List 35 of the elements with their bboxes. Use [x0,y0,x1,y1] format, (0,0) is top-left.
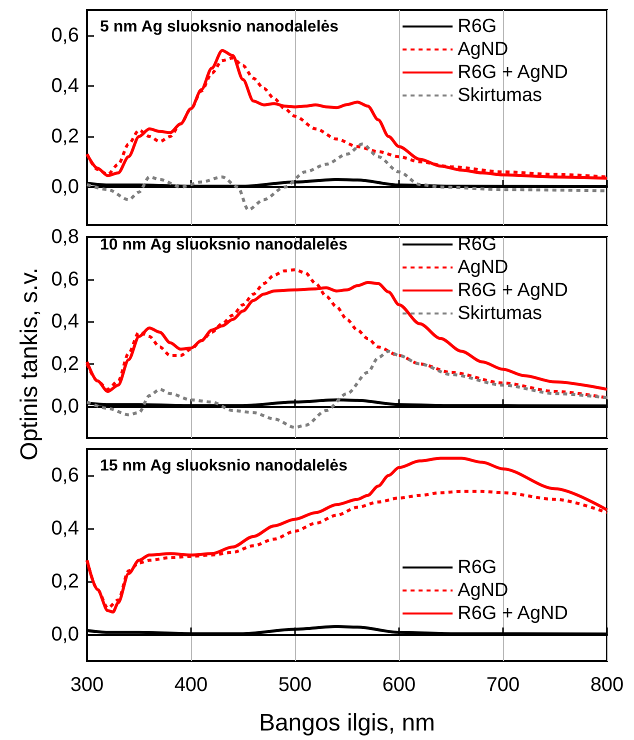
y-tick-label: 0,0 [51,176,79,198]
legend-label: Skirtumas [458,303,542,324]
legend-label: R6G [458,16,497,37]
legend-label: AgND [458,580,508,601]
y-tick-label: 0,6 [51,24,79,46]
y-tick-label: 0,2 [51,352,79,375]
y-tick-label: 0,2 [51,570,79,592]
x-tick-label: 800 [590,674,624,696]
x-tick-label: 300 [70,674,104,696]
legend-label: AgND [458,257,508,278]
legend-label: R6G [458,557,497,578]
x-tick-label: 500 [278,674,312,696]
legend-label: R6G + AgND [458,603,568,624]
text: 15 nm Ag sluoksnio nanodalelės [100,458,348,474]
x-axis-title: Bangos ilgis, nm [258,710,436,736]
line-series [86,350,608,429]
y-tick-label: 0,8 [51,226,79,248]
legend-label: R6G + AgND [458,62,568,83]
legend-label: AgND [458,39,508,60]
y-tick-label: 0,4 [51,518,79,540]
legend-label: R6G + AgND [458,280,568,301]
y-tick-label: 0,4 [51,74,79,97]
x-tick-label: 600 [382,674,416,696]
y-tick-label: 0,6 [51,464,79,486]
legend-label: Skirtumas [458,85,542,106]
chart-title: 10 nm Ag sluoksnio nanodalelės [100,236,348,254]
y-tick-label: 0,0 [51,624,79,646]
y-tick-label: 0,0 [51,395,79,418]
x-tick-label: 700 [486,674,520,696]
y-tick-label: 0,4 [51,310,79,333]
y-axis-title: Optinis tankis, s.v. [16,267,44,460]
y-tick-label: 0,2 [51,125,79,148]
x-tick-label: 400 [174,674,208,696]
text: 5 nm Ag sluoksnio nanodalelės [100,18,339,36]
y-tick-label: 0,6 [51,268,79,290]
